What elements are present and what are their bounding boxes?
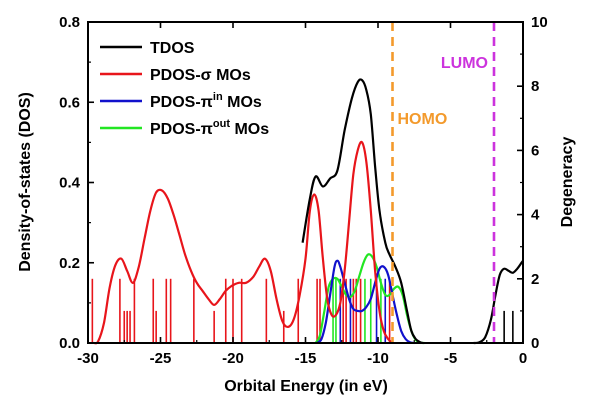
x-tick-label: -25 <box>150 350 172 367</box>
y2-tick-label: 2 <box>531 271 539 288</box>
series-line <box>93 140 394 345</box>
series-line <box>473 260 524 345</box>
degeneracy-sticks <box>91 278 514 343</box>
legend-label: TDOS <box>150 40 195 57</box>
x-tick-label: -5 <box>444 350 457 367</box>
tick-labels: -30 -25 -20 -15 -10 -5 0 0.0 0.2 0.4 0.6 0.8 0 2 4 6 8 10 <box>59 14 548 367</box>
x-tick-label: -30 <box>77 350 99 367</box>
y-tick-label: 0.2 <box>59 255 80 272</box>
y-tick-label: 0.4 <box>59 175 81 192</box>
lumo-label: LUMO <box>441 55 488 72</box>
y2-axis-title: Degeneracy <box>559 137 576 228</box>
reference-lines: HOMO LUMO <box>391 22 496 343</box>
homo-label: HOMO <box>398 111 448 128</box>
y-tick-label: 0.6 <box>59 94 80 111</box>
x-axis-title: Orbital Energy (in eV) <box>224 378 388 395</box>
plot-background <box>88 22 523 343</box>
series-line <box>316 259 415 345</box>
x-tick-label: 0 <box>519 350 527 367</box>
axes <box>87 21 524 344</box>
y2-tick-label: 6 <box>531 142 539 159</box>
y-tick-label: 0.0 <box>59 335 80 352</box>
y-axis-title: Density-of-states (DOS) <box>17 92 34 272</box>
x-tick-label: -10 <box>367 350 389 367</box>
legend: TDOS PDOS-σ MOs PDOS-πin MOs PDOS-πout MOs <box>100 40 269 138</box>
plot-area <box>88 22 523 343</box>
legend-label: PDOS-σ MOs <box>150 67 251 84</box>
legend-label: PDOS-πout MOs <box>150 118 269 138</box>
y2-tick-label: 0 <box>531 335 539 352</box>
dos-curves <box>93 78 524 345</box>
series-line <box>301 78 424 345</box>
y2-tick-label: 4 <box>531 207 540 224</box>
x-tick-label: -20 <box>222 350 244 367</box>
x-tick-label: -15 <box>295 350 317 367</box>
legend-label: PDOS-πin MOs <box>150 91 262 111</box>
y-tick-label: 0.8 <box>59 14 80 31</box>
y2-tick-label: 10 <box>531 14 548 31</box>
y2-tick-label: 8 <box>531 78 539 95</box>
